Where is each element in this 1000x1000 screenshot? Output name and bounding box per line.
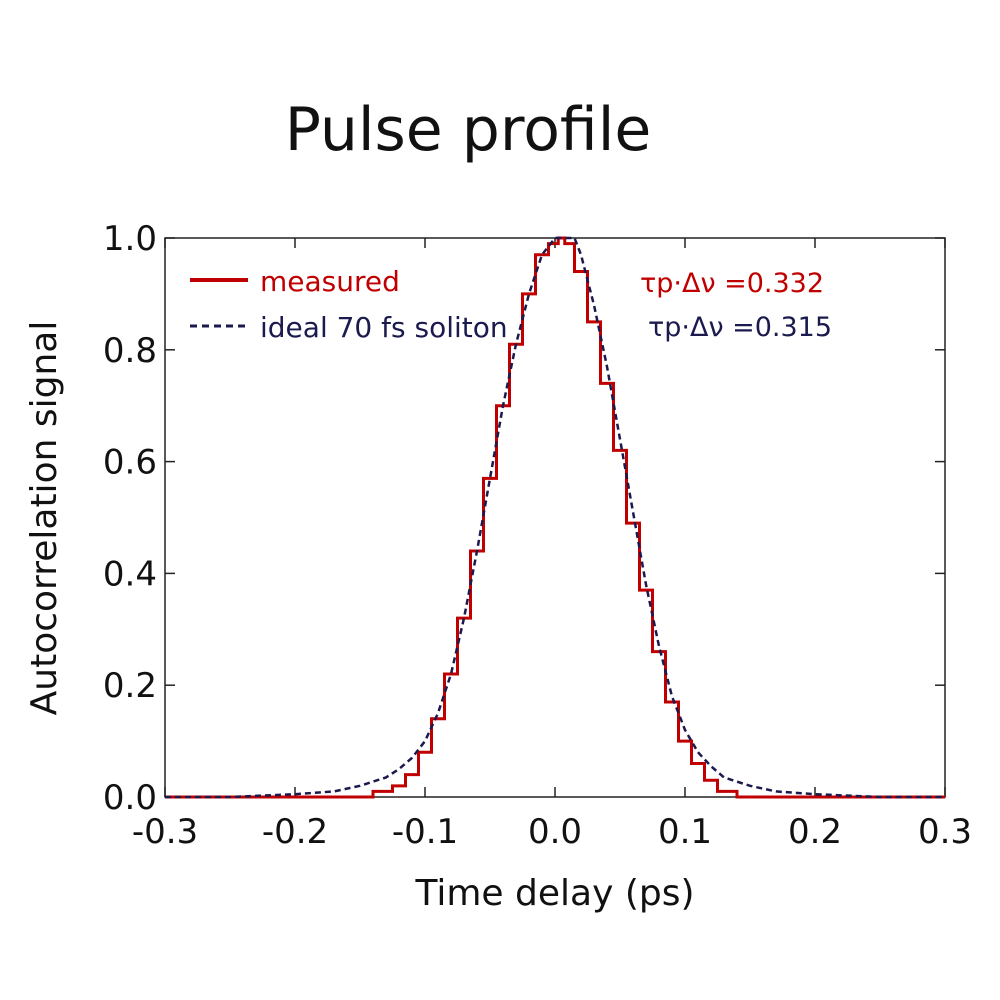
legend-label: measured [260, 265, 400, 298]
chart-title: Pulse profile [285, 95, 652, 165]
y-tick-label: 0.2 [103, 666, 157, 706]
x-tick-label: -0.3 [132, 812, 198, 852]
ideal-soliton-series-line [165, 236, 945, 799]
y-tick-label: 0.0 [103, 778, 157, 818]
x-tick-label: 0.2 [788, 812, 842, 852]
y-tick-label: 0.8 [103, 331, 157, 371]
y-tick-label: 0.4 [103, 554, 157, 594]
x-tick-label: -0.1 [392, 812, 458, 852]
x-tick-label: 0.3 [918, 812, 972, 852]
x-tick-label: -0.2 [262, 812, 328, 852]
y-tick-label: 1.0 [103, 219, 157, 259]
x-tick-label: 0.0 [528, 812, 582, 852]
measured-series-line [165, 236, 945, 799]
tp-dnu-annotation: τp·Δν =0.315 [648, 312, 832, 343]
legend-label: ideal 70 fs soliton [260, 311, 508, 344]
tp-dnu-annotation: τp·Δν =0.332 [640, 268, 824, 299]
y-tick-label: 0.6 [103, 443, 157, 483]
x-tick-label: 0.1 [658, 812, 712, 852]
y-axis-label: Autocorrelation signal [24, 321, 65, 716]
x-axis-label: Time delay (ps) [414, 873, 694, 914]
